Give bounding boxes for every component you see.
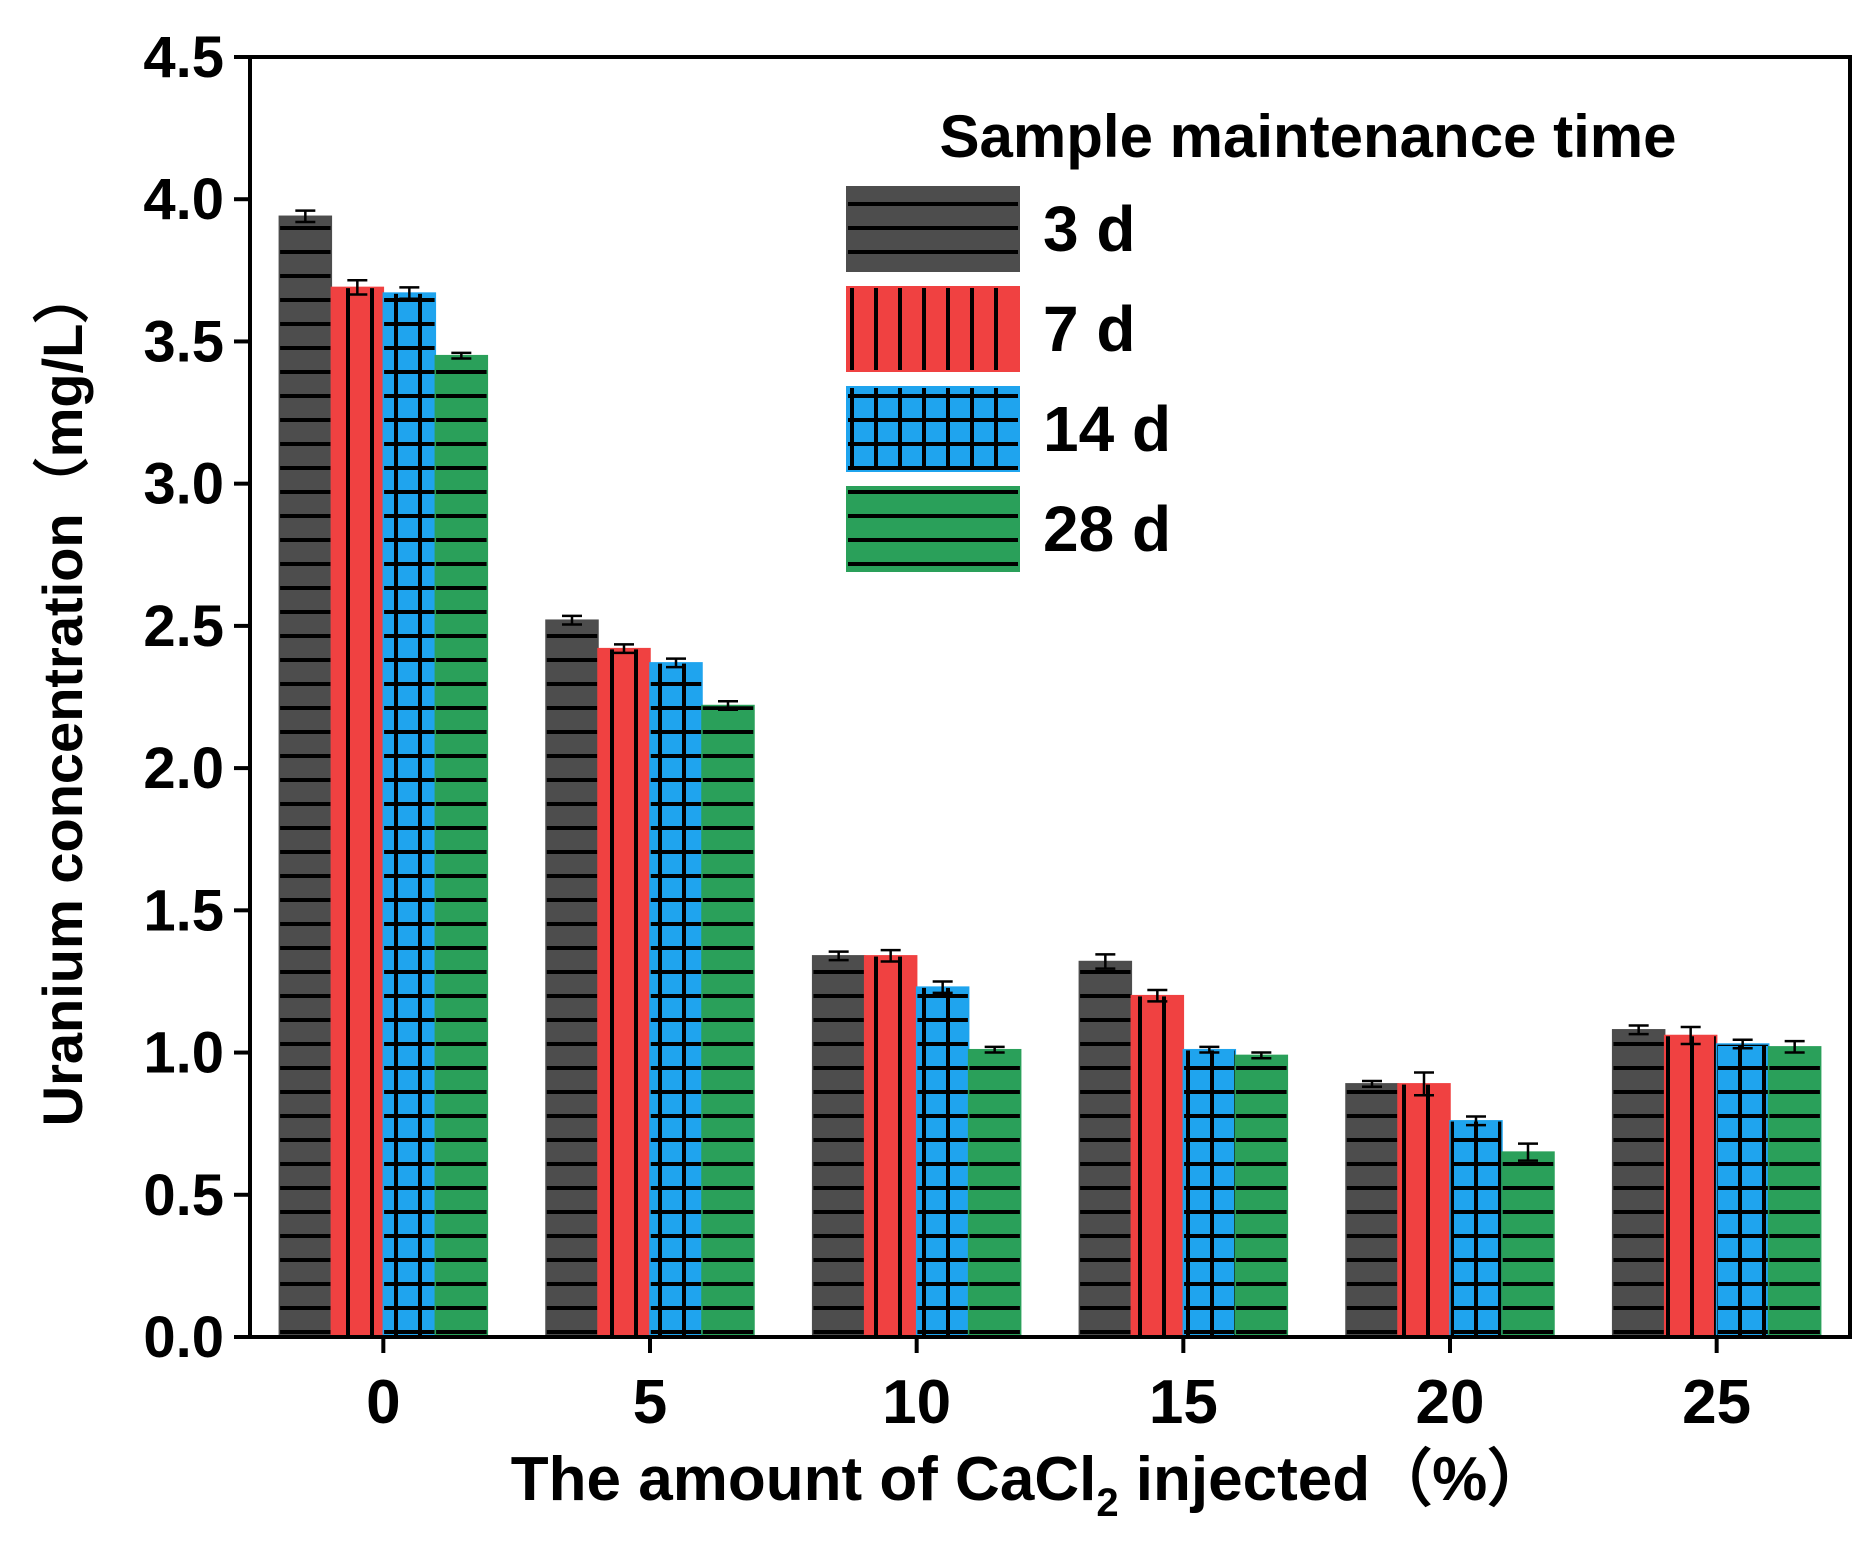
x-tick-label: 15 (1149, 1368, 1218, 1437)
bar-3d-cat-5 (545, 619, 599, 1338)
bar-3d-cat-10 (811, 955, 866, 1338)
error-bar-7d-cat-10 (880, 948, 901, 963)
bar-14d-cat-10 (915, 986, 970, 1338)
y-axis-label: Uranium concentration（mg/L） (31, 268, 94, 1127)
y-tick-label: 3.5 (143, 309, 224, 374)
bars (278, 209, 1822, 1338)
y-tick-label: 4.0 (143, 167, 224, 232)
legend-item-7d: 7 d (846, 286, 1135, 372)
y-tick-label: 1.0 (143, 1021, 224, 1086)
error-bar-28d-cat-0 (451, 351, 472, 360)
legend-label: 3 d (1043, 193, 1135, 265)
y-tick-label: 1.5 (143, 878, 224, 943)
legend-swatch (846, 486, 1020, 572)
error-bar-3d-cat-10 (828, 950, 849, 962)
x-tick-label: 10 (882, 1368, 951, 1437)
legend-label: 28 d (1043, 493, 1171, 565)
error-bar-3d-cat-5 (562, 614, 582, 626)
legend-item-3d: 3 d (846, 186, 1135, 272)
bar-3d-cat-20 (1345, 1083, 1399, 1338)
error-bar-3d-cat-0 (295, 209, 316, 224)
bar-14d-cat-5 (649, 662, 703, 1338)
bar-3d-cat-15 (1078, 960, 1133, 1338)
y-tick-label: 0.0 (143, 1305, 224, 1370)
bar-7d-cat-25 (1663, 1034, 1718, 1338)
legend-title: Sample maintenance time (940, 103, 1677, 170)
error-bar-28d-cat-5 (718, 700, 738, 712)
bar-14d-cat-25 (1715, 1043, 1770, 1338)
bar-3d-cat-25 (1611, 1029, 1666, 1338)
x-tick-label: 20 (1416, 1368, 1485, 1437)
x-tick-label: 0 (366, 1368, 400, 1437)
y-tick-label: 4.5 (143, 25, 224, 90)
legend-swatch (846, 286, 1020, 372)
bar-28d-cat-25 (1767, 1046, 1822, 1338)
error-bar-3d-cat-25 (1628, 1024, 1649, 1036)
plot-frame (248, 55, 1852, 1339)
error-bar-14d-cat-5 (666, 657, 686, 669)
x-axis-label-subscript: 2 (1096, 1481, 1118, 1525)
error-bar-28d-cat-10 (984, 1045, 1005, 1054)
error-bar-14d-cat-0 (399, 286, 420, 301)
bar-7d-cat-15 (1130, 994, 1185, 1338)
bar-7d-cat-0 (330, 286, 385, 1338)
x-axis-label-main: The amount of CaCl (511, 1445, 1097, 1514)
legend: Sample maintenance time 3 d 7 d 14 d 28 d (846, 103, 1677, 572)
error-bar-14d-cat-20 (1466, 1115, 1486, 1127)
error-bar-7d-cat-20 (1414, 1071, 1434, 1097)
error-bar-3d-cat-15 (1095, 953, 1116, 970)
y-tick-label: 2.5 (143, 594, 224, 659)
bar-14d-cat-0 (382, 292, 437, 1338)
error-bar-14d-cat-25 (1732, 1038, 1753, 1050)
error-bar-28d-cat-25 (1784, 1039, 1805, 1054)
error-bar-3d-cat-20 (1362, 1079, 1382, 1088)
legend-swatch (846, 386, 1020, 472)
error-bar-7d-cat-0 (347, 279, 368, 296)
legend-swatch (846, 186, 1020, 272)
x-tick-label: 25 (1682, 1368, 1751, 1437)
bar-3d-cat-0 (278, 215, 333, 1338)
error-bar-7d-cat-25 (1680, 1025, 1701, 1046)
legend-item-14d: 14 d (846, 386, 1171, 472)
error-bar-28d-cat-20 (1518, 1142, 1538, 1162)
error-bar-14d-cat-15 (1199, 1045, 1220, 1054)
bar-28d-cat-0 (434, 354, 489, 1338)
x-axis-label-tail: injected（%） (1119, 1444, 1550, 1514)
bar-28d-cat-10 (967, 1048, 1022, 1338)
legend-item-28d: 28 d (846, 486, 1171, 572)
error-bar-7d-cat-15 (1147, 988, 1168, 1003)
error-bar-7d-cat-5 (614, 643, 634, 655)
bar-7d-cat-20 (1397, 1083, 1451, 1338)
bar-14d-cat-20 (1449, 1120, 1503, 1338)
bar-7d-cat-10 (863, 955, 918, 1338)
y-tick-label: 0.5 (143, 1163, 224, 1228)
y-tick-label: 3.0 (143, 452, 224, 517)
bar-7d-cat-5 (597, 647, 651, 1338)
error-bar-28d-cat-15 (1251, 1051, 1272, 1060)
y-tick-label: 2.0 (143, 736, 224, 801)
legend-label: 14 d (1043, 393, 1171, 465)
bar-14d-cat-15 (1182, 1048, 1237, 1338)
bar-28d-cat-20 (1501, 1151, 1555, 1338)
x-tick-label: 5 (633, 1368, 667, 1437)
x-axis-label: The amount of CaCl2 injected（%） (511, 1444, 1549, 1525)
bar-28d-cat-5 (701, 704, 755, 1338)
bar-28d-cat-15 (1234, 1054, 1289, 1338)
error-bar-14d-cat-10 (932, 980, 953, 995)
axes: 0.0 0.5 1.0 1.5 2.0 2.5 3.0 3.5 4.0 4.5 0 5 10 15 20 25 (143, 25, 1751, 1437)
legend-label: 7 d (1043, 293, 1135, 365)
